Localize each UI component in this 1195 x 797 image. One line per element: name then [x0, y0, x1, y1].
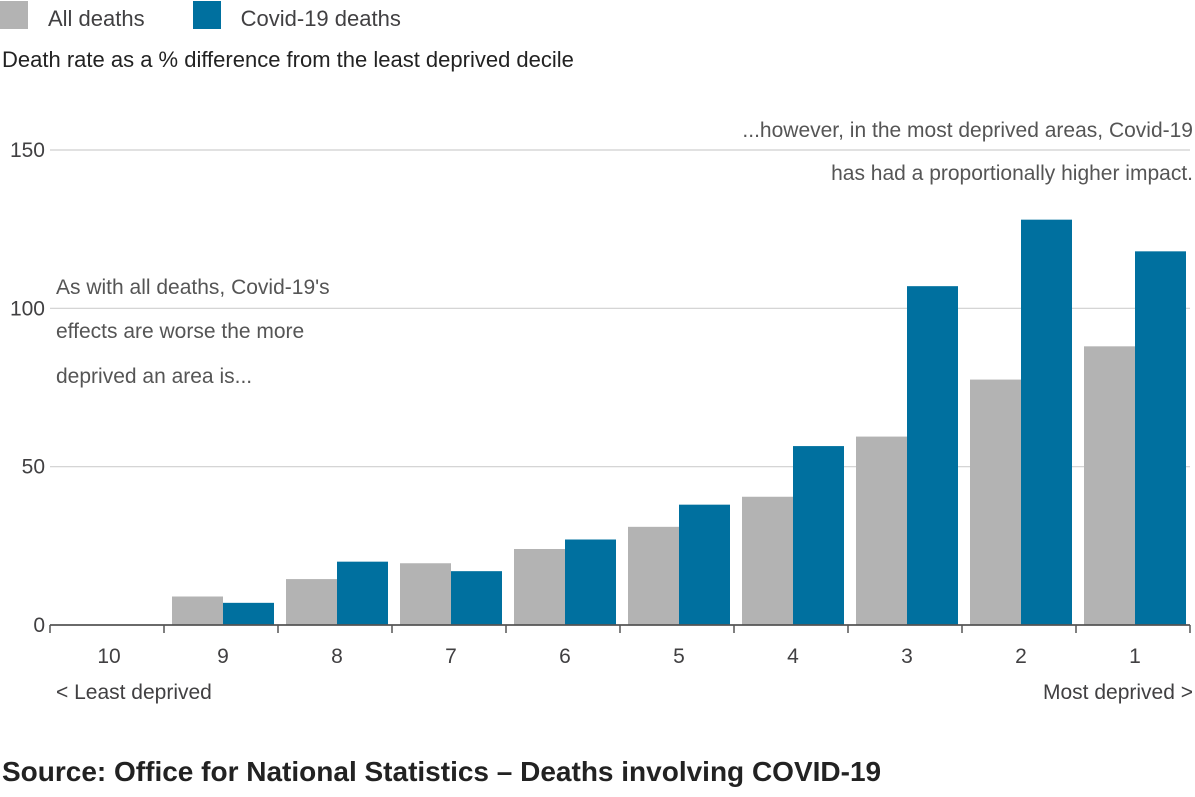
bar-all-deaths-decile-1 — [1084, 346, 1135, 625]
bar-chart: 0 50 100 150 10 9 8 7 6 5 4 3 2 1 < Least deprived Most… — [10, 119, 1193, 704]
legend-label-covid-deaths: Covid-19 deaths — [240, 6, 401, 31]
bar-all-deaths-decile-5 — [628, 526, 679, 625]
x-tick-label-2: 2 — [1015, 645, 1027, 668]
x-tick-label-1: 1 — [1129, 645, 1141, 668]
x-tick-label-8: 8 — [331, 645, 343, 668]
x-tick-label-5: 5 — [673, 645, 685, 668]
bar-covid-deaths-decile-9 — [223, 602, 274, 625]
bar-all-deaths-decile-3 — [856, 436, 907, 625]
bar-covid-deaths-decile-1 — [1135, 251, 1186, 626]
bar-all-deaths-decile-9 — [172, 596, 223, 625]
x-tick-label-7: 7 — [445, 645, 457, 668]
x-end-label-least-deprived: < Least deprived — [56, 681, 212, 704]
source-note: Source: Office for National Statistics –… — [2, 756, 882, 787]
y-tick-label-0: 0 — [33, 614, 45, 637]
x-tick-label-10: 10 — [97, 645, 120, 668]
y-tick-label-50: 50 — [22, 456, 45, 479]
bar-covid-deaths-decile-7 — [451, 571, 502, 625]
bar-covid-deaths-decile-5 — [679, 504, 730, 625]
x-tick-label-4: 4 — [787, 645, 799, 668]
legend: All deaths Covid-19 deaths — [0, 1, 449, 34]
x-end-label-most-deprived: Most deprived > — [1043, 681, 1193, 704]
legend-swatch-covid-deaths — [192, 1, 221, 29]
annotation-left-line-1: effects are worse the more — [56, 320, 304, 343]
legend-label-all-deaths: All deaths — [48, 6, 145, 31]
annotation-left-line-2: deprived an area is... — [56, 365, 252, 388]
bar-all-deaths-decile-8 — [286, 579, 337, 625]
x-tick-label-6: 6 — [559, 645, 571, 668]
chart-subtitle: Death rate as a % difference from the le… — [2, 47, 574, 72]
annotation-right-line-0: ...however, in the most deprived areas, … — [742, 119, 1193, 142]
legend-item-all-deaths: All deaths — [0, 1, 145, 32]
y-tick-label-150: 150 — [10, 139, 45, 162]
bar-covid-deaths-decile-6 — [565, 539, 616, 625]
annotation-right-line-1: has had a proportionally higher impact. — [831, 162, 1193, 185]
bar-all-deaths-decile-4 — [742, 496, 793, 625]
x-tick-label-3: 3 — [901, 645, 913, 668]
x-tick-label-9: 9 — [217, 645, 229, 668]
bar-covid-deaths-decile-3 — [907, 286, 958, 625]
legend-item-covid-deaths: Covid-19 deaths — [192, 1, 401, 32]
bar-covid-deaths-decile-8 — [337, 561, 388, 625]
y-tick-label-100: 100 — [10, 297, 45, 320]
bar-all-deaths-decile-6 — [514, 549, 565, 625]
bar-all-deaths-decile-2 — [970, 379, 1021, 625]
legend-swatch-all-deaths — [0, 1, 28, 29]
annotation-left-line-0: As with all deaths, Covid-19's — [56, 276, 330, 299]
bar-all-deaths-decile-7 — [400, 563, 451, 625]
bar-covid-deaths-decile-2 — [1021, 219, 1072, 625]
bar-covid-deaths-decile-4 — [793, 446, 844, 625]
